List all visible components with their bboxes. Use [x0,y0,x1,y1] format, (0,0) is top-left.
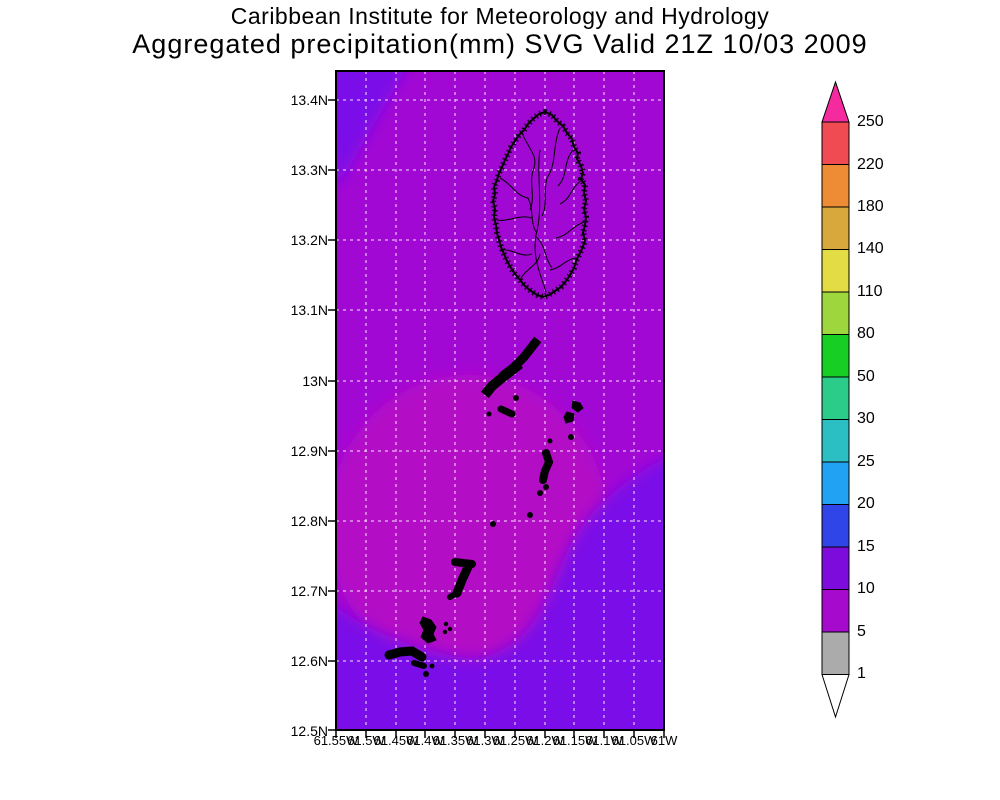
colorbar [821,80,850,719]
figure-title: Aggregated precipitation(mm) SVG Valid 2… [132,29,868,59]
union-island [384,646,427,662]
lon-label: 61W [650,733,678,748]
lat-label: 13.2N [290,232,328,248]
baliceaux-island [563,411,575,424]
colorbar-label: 25 [857,453,875,470]
mustique-island [539,449,554,484]
isle-a-quatre [497,405,516,418]
st-vincent-island [489,108,590,301]
fill-center-magenta [336,375,608,675]
lat-label: 13.4N [290,92,328,108]
st-vincent-watershed-lines [496,127,585,293]
colorbar-label: 220 [857,156,884,173]
colorbar-label: 80 [857,325,875,342]
petit-mustique-islet [537,490,543,496]
petit-st-vincent-islet [423,671,429,677]
union-island-east [411,660,427,669]
tobago-cays-islet [442,629,448,635]
savan-islet [527,512,533,518]
grenadines-islands [384,336,584,677]
colorbar-label: 5 [857,623,866,640]
islet-dot [486,411,492,417]
petit-canouan-islet [490,521,496,527]
lat-label: 13.3N [290,162,328,178]
tobago-cays-islet [443,621,449,627]
colorbar-label: 180 [857,198,884,215]
fill-nw-corner-10-15mm [336,71,405,190]
mustique-tail-islet [543,484,549,490]
colorbar-label: 140 [857,240,884,257]
palm-island-islet [429,663,435,669]
lon-label: 61.4W [406,733,444,748]
battowia-island [571,400,584,413]
lon-label: 61.2W [526,733,564,748]
lat-label: 13N [302,373,328,389]
islet-dot [568,434,574,440]
lat-label: 13.1N [290,302,328,318]
pillories-islet [547,438,553,444]
map-shaded-fill [336,71,664,730]
institute-title: Caribbean Institute for Meteorology and … [230,3,770,29]
islands [384,108,590,677]
map-frame [335,70,665,731]
colorbar-label: 110 [857,283,883,300]
lat-label: 12.7N [290,583,328,599]
lon-label: 61.15W [552,733,598,748]
colorbar-bottom-arrow [821,674,850,719]
axis-ticks [328,99,665,738]
lat-label: 12.8N [290,513,328,529]
lon-label: 61.05W [611,733,657,748]
tobago-cays-islet [447,626,453,632]
colorbar-label: 20 [857,495,875,512]
lon-label: 61.35W [432,733,478,748]
colorbar-label: 50 [857,368,875,385]
petit-nevis-islet [513,395,519,401]
colorbar-label: 30 [857,410,875,427]
colorbar-label: 1 [857,665,866,682]
colorbar-label: 250 [857,113,884,130]
lon-label: 61.1W [585,733,623,748]
lon-label: 61.45W [373,733,419,748]
lon-label: 61.5W [347,733,385,748]
colorbar-top-arrow [821,80,850,123]
lon-label: 61.25W [492,733,538,748]
figure-titles: Caribbean Institute for Meteorology and … [0,0,1000,59]
mayreau-island [419,616,437,644]
lon-label: 61.55W [313,733,359,748]
lat-label: 12.5N [290,723,328,739]
canouan-hook [447,590,460,600]
colorbar-label: 15 [857,538,875,555]
lon-label: 61.3W [466,733,504,748]
bequia-west-arm [480,359,524,399]
lat-label: 12.9N [290,443,328,459]
canouan-island-south [452,562,473,598]
lat-label: 12.6N [290,653,328,669]
colorbar-label: 10 [857,580,875,597]
